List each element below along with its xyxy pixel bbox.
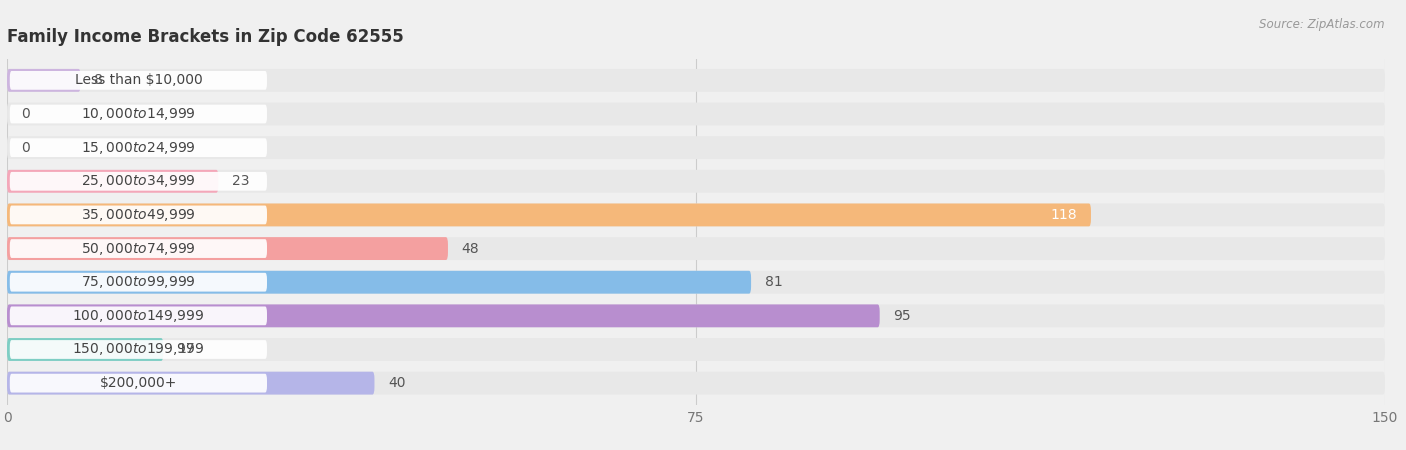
Text: 118: 118 <box>1050 208 1077 222</box>
FancyBboxPatch shape <box>7 203 1385 226</box>
FancyBboxPatch shape <box>7 237 449 260</box>
FancyBboxPatch shape <box>10 138 267 157</box>
Text: $35,000 to $49,999: $35,000 to $49,999 <box>82 207 195 223</box>
FancyBboxPatch shape <box>10 306 267 325</box>
FancyBboxPatch shape <box>10 206 267 224</box>
FancyBboxPatch shape <box>7 338 163 361</box>
Text: $150,000 to $199,999: $150,000 to $199,999 <box>72 342 205 357</box>
FancyBboxPatch shape <box>10 105 267 123</box>
FancyBboxPatch shape <box>7 271 1385 294</box>
Text: $200,000+: $200,000+ <box>100 376 177 390</box>
Text: $10,000 to $14,999: $10,000 to $14,999 <box>82 106 195 122</box>
Text: 0: 0 <box>21 141 30 155</box>
Text: $50,000 to $74,999: $50,000 to $74,999 <box>82 241 195 256</box>
Text: $25,000 to $34,999: $25,000 to $34,999 <box>82 173 195 189</box>
FancyBboxPatch shape <box>7 69 80 92</box>
Text: 95: 95 <box>893 309 911 323</box>
FancyBboxPatch shape <box>7 304 880 327</box>
FancyBboxPatch shape <box>7 170 218 193</box>
FancyBboxPatch shape <box>10 71 267 90</box>
FancyBboxPatch shape <box>7 338 1385 361</box>
FancyBboxPatch shape <box>7 372 1385 395</box>
FancyBboxPatch shape <box>7 203 1091 226</box>
Text: Less than $10,000: Less than $10,000 <box>75 73 202 87</box>
Text: 23: 23 <box>232 174 250 188</box>
FancyBboxPatch shape <box>10 172 267 191</box>
FancyBboxPatch shape <box>10 273 267 292</box>
FancyBboxPatch shape <box>10 239 267 258</box>
Text: 81: 81 <box>765 275 783 289</box>
FancyBboxPatch shape <box>7 271 751 294</box>
Text: 48: 48 <box>461 242 479 256</box>
FancyBboxPatch shape <box>7 237 1385 260</box>
FancyBboxPatch shape <box>7 304 1385 327</box>
FancyBboxPatch shape <box>7 103 1385 126</box>
Text: $75,000 to $99,999: $75,000 to $99,999 <box>82 274 195 290</box>
Text: 17: 17 <box>177 342 194 356</box>
Text: 40: 40 <box>388 376 406 390</box>
FancyBboxPatch shape <box>7 136 1385 159</box>
FancyBboxPatch shape <box>10 340 267 359</box>
FancyBboxPatch shape <box>7 170 1385 193</box>
Text: $15,000 to $24,999: $15,000 to $24,999 <box>82 140 195 156</box>
FancyBboxPatch shape <box>10 374 267 392</box>
FancyBboxPatch shape <box>7 69 1385 92</box>
Text: 8: 8 <box>94 73 103 87</box>
Text: $100,000 to $149,999: $100,000 to $149,999 <box>72 308 205 324</box>
FancyBboxPatch shape <box>7 372 374 395</box>
Text: Source: ZipAtlas.com: Source: ZipAtlas.com <box>1260 18 1385 31</box>
Text: Family Income Brackets in Zip Code 62555: Family Income Brackets in Zip Code 62555 <box>7 28 404 46</box>
Text: 0: 0 <box>21 107 30 121</box>
